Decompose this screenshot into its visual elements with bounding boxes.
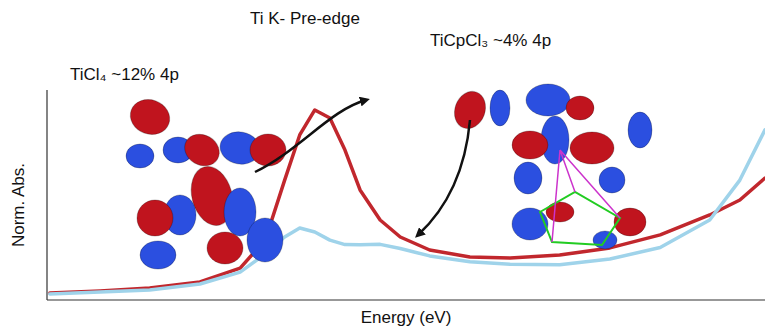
spectrum-line xyxy=(50,110,765,293)
orbital-lobe xyxy=(140,241,176,269)
orbital-lobe xyxy=(628,112,652,148)
orbital-lobe xyxy=(570,132,614,164)
chart: Norm. Abs. Energy (eV) Ti K- Pre-edge TiCl₄… xyxy=(0,0,767,331)
annotation: TiCpCl₃ ~4% 4p xyxy=(430,31,551,50)
orbital-lobe xyxy=(614,208,646,236)
orbital-lobe xyxy=(546,202,574,222)
chart-root: Norm. Abs. Energy (eV) Ti K- Pre-edge TiCl₄… xyxy=(0,0,767,331)
cp-bonds xyxy=(552,150,620,242)
y-axis-title: Norm. Abs. xyxy=(9,163,28,247)
arrow xyxy=(255,100,366,172)
orbital-lobe xyxy=(179,128,225,172)
orbital-lobe xyxy=(137,200,173,236)
y-axis xyxy=(46,90,47,300)
orbital-lobe xyxy=(490,90,510,126)
orbital-lobe xyxy=(512,208,548,240)
arrow xyxy=(418,120,470,235)
orbital-lobe xyxy=(599,167,625,193)
orbital-lobe xyxy=(207,232,243,264)
orbital-illustrations xyxy=(125,84,652,269)
x-axis xyxy=(47,299,765,300)
curves xyxy=(50,110,765,294)
orbital-lobe xyxy=(512,131,548,159)
orbital-lobe xyxy=(247,218,283,262)
x-axis-title: Energy (eV) xyxy=(361,308,452,327)
orbital-lobe xyxy=(125,94,174,140)
orbital-lobe xyxy=(566,96,594,120)
orbital-lobe xyxy=(514,162,542,194)
orbital-lobe xyxy=(126,144,154,168)
orbital-lobe xyxy=(526,84,570,116)
spectrum-line xyxy=(50,130,765,294)
orbital-lobe xyxy=(250,134,286,166)
annotation: TiCl₄ ~12% 4p xyxy=(70,65,179,84)
annotation: Ti K- Pre-edge xyxy=(250,9,360,28)
